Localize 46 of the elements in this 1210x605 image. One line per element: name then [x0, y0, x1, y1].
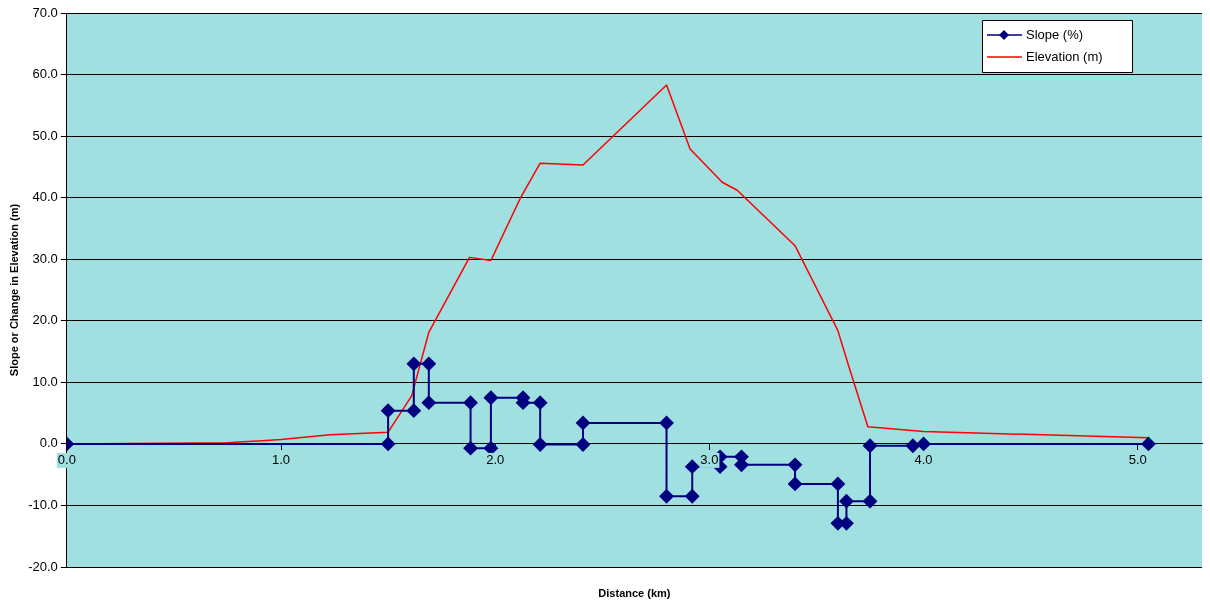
- y-tick-label: 0.0: [39, 435, 58, 451]
- point: [406, 356, 421, 371]
- point: [916, 436, 931, 451]
- legend-label: Elevation (m): [1026, 48, 1103, 64]
- y-tick-label: 70.0: [32, 4, 58, 20]
- point: [863, 438, 878, 453]
- y-tick-label: -20.0: [28, 558, 58, 574]
- point: [1141, 436, 1156, 451]
- x-tick-label: 2.0: [486, 451, 505, 467]
- point: [788, 457, 803, 472]
- y-tick-label: -10.0: [28, 497, 58, 513]
- y-tick-label: 60.0: [32, 66, 58, 82]
- point: [685, 459, 700, 474]
- x-tick-label: 4.0: [914, 451, 933, 467]
- point: [685, 489, 700, 504]
- legend-label: Slope (%): [1026, 26, 1084, 42]
- x-tick-label: 5.0: [1128, 451, 1147, 467]
- point: [659, 415, 674, 430]
- point: [381, 436, 396, 451]
- point: [533, 395, 548, 410]
- point: [576, 415, 591, 430]
- point: [381, 403, 396, 418]
- y-tick-label: 20.0: [32, 312, 58, 328]
- x-tick-label: 3.0: [700, 451, 719, 467]
- point: [463, 441, 478, 456]
- y-tick-label: 30.0: [32, 250, 58, 266]
- y-tick-label: 10.0: [32, 373, 58, 389]
- point: [463, 395, 478, 410]
- point: [421, 395, 436, 410]
- x-tick-label: 0.0: [57, 451, 76, 467]
- point: [863, 494, 878, 509]
- point: [483, 390, 498, 405]
- x-axis-title: Distance (km): [598, 586, 671, 599]
- y-axis-title: Slope or Change in Elevation (m): [7, 203, 20, 377]
- point: [788, 476, 803, 491]
- point: [659, 489, 674, 504]
- point: [421, 356, 436, 371]
- point: [576, 437, 591, 452]
- point: [406, 403, 421, 418]
- point: [533, 437, 548, 452]
- point: [839, 494, 854, 509]
- point: [905, 438, 920, 453]
- x-tick-label: 1.0: [271, 451, 291, 467]
- point: [830, 476, 845, 491]
- y-tick-label: 40.0: [32, 189, 58, 205]
- y-tick-label: 50.0: [32, 127, 58, 143]
